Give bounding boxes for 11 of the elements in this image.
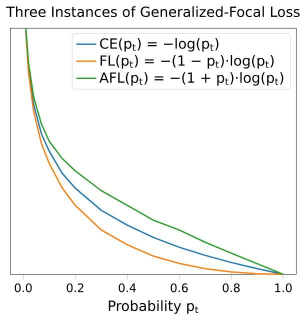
x-tick-label: 0.2 xyxy=(67,283,84,292)
x-tick-label: 1.0 xyxy=(275,283,292,292)
x-tick-label: 0.0 xyxy=(15,283,32,292)
legend-label: AFL(p$_{t}$) = −(1 + p$_{t}$)·log(p$_{t}$) xyxy=(100,72,284,86)
x-axis-title: Probability p$_{t}$ xyxy=(109,300,198,314)
legend-label: FL(p$_{t}$) = −(1 − p$_{t}$)·log(p$_{t}$) xyxy=(100,55,274,69)
x-tick-label: 0.8 xyxy=(222,283,240,292)
chart-title: Three Instances of Generalized-Focal Loss xyxy=(6,6,300,18)
legend-label: CE(p$_{t}$) = −log(p$_{t}$) xyxy=(100,38,219,52)
x-tick-label: 0.4 xyxy=(119,283,136,292)
x-tick-label: 0.6 xyxy=(170,283,188,292)
